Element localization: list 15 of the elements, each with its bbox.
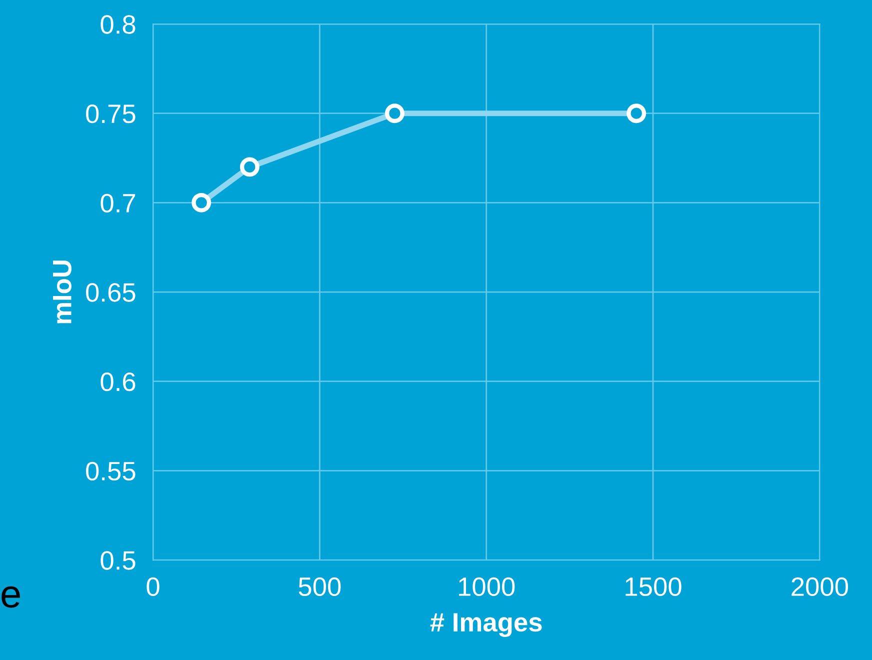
x-tick-label: 1500 bbox=[626, 577, 682, 596]
y-tick-label: 0.65 bbox=[86, 283, 136, 302]
y-tick-label: 0.7 bbox=[100, 194, 136, 213]
y-axis-title: mIoU bbox=[53, 260, 72, 324]
x-tick-label: 2000 bbox=[792, 577, 848, 596]
x-tick-label: 500 bbox=[298, 577, 341, 596]
y-tick-label: 0.55 bbox=[86, 462, 136, 480]
y-tick-label: 0.6 bbox=[100, 372, 136, 392]
x-axis-title: # Images bbox=[430, 613, 542, 637]
y-tick-label: 0.75 bbox=[86, 104, 136, 124]
x-tick-label: 0 bbox=[146, 577, 160, 596]
x-tick-label: 1000 bbox=[459, 577, 515, 596]
text: e bbox=[2, 586, 20, 608]
y-tick-label: 0.8 bbox=[100, 15, 136, 34]
y-tick-label: 0.5 bbox=[100, 551, 136, 570]
